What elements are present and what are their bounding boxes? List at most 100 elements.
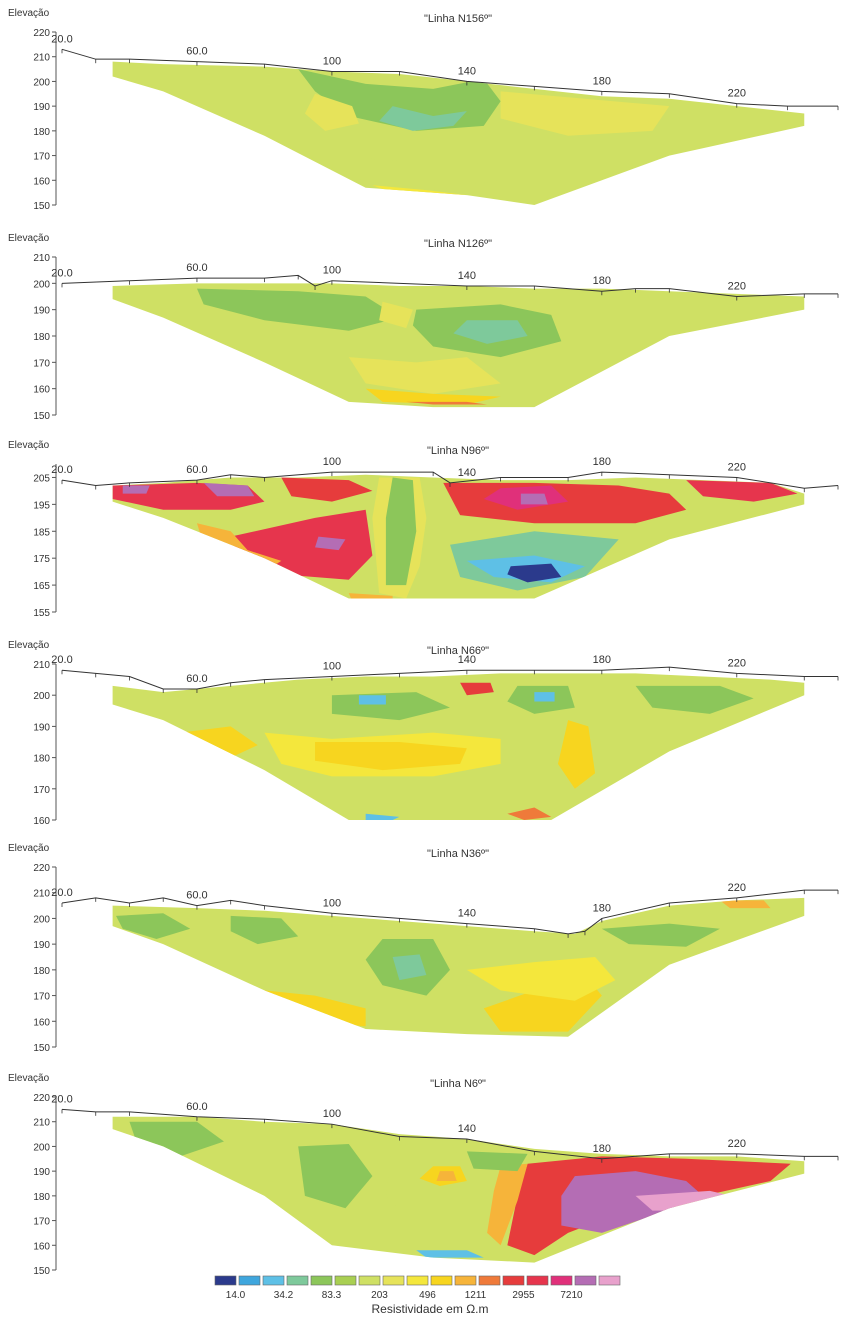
legend-swatch — [358, 1275, 381, 1286]
panel-2: Elevação "Linha N126º" 210 200 190 180 170 160 1… — [8, 233, 839, 422]
x-tick-label: 180 — [593, 75, 611, 87]
chart-title: "Linha N36º" — [427, 848, 489, 860]
topography-line — [61, 666, 838, 690]
topography-line — [61, 48, 838, 107]
legend: 14.0 34.2 83.3 203 496 1211 2955 7210 Resistivid… — [214, 1275, 621, 1316]
legend-swatch — [478, 1275, 501, 1286]
chart-title: "Linha N126º" — [424, 238, 492, 250]
y-tick-label: 210 — [33, 1118, 50, 1129]
x-tick-label: 100 — [323, 897, 341, 909]
y-tick-label: 190 — [33, 1167, 50, 1178]
resistivity-zones — [112, 477, 798, 599]
legend-swatch — [598, 1275, 621, 1286]
y-tick-label: 200 — [33, 1142, 50, 1153]
y-tick-label: 210 — [33, 253, 50, 264]
y-tick-label: 150 — [33, 1266, 50, 1277]
panel-1: Elevação "Linha N156º" 220 210 200 190 180 170 1… — [8, 8, 839, 212]
y-tick-label: 170 — [33, 785, 50, 796]
legend-label: 14.0 — [226, 1290, 246, 1301]
y-tick-label: 220 — [33, 28, 50, 39]
x-tick-label: 20.0 — [51, 654, 72, 666]
legend-swatch — [430, 1275, 453, 1286]
resistivity-zone — [203, 482, 255, 497]
y-tick-label: 180 — [33, 966, 50, 977]
y-tick-label: 180 — [33, 1192, 50, 1203]
x-tick-label: 220 — [728, 1138, 746, 1150]
resistivity-zone — [129, 1121, 224, 1157]
legend-label: 83.3 — [322, 1290, 342, 1301]
legend-swatch — [406, 1275, 429, 1286]
y-tick-label: 210 — [33, 53, 50, 64]
x-tick-label: 140 — [458, 270, 476, 282]
x-tick-label: 220 — [728, 88, 746, 100]
x-tick-label: 140 — [458, 1123, 476, 1135]
x-tick-label: 100 — [323, 456, 341, 468]
chart-title: "Linha N156º" — [424, 13, 492, 25]
legend-swatch — [526, 1275, 549, 1286]
y-tick-label: 150 — [33, 411, 50, 422]
resistivity-zone — [686, 480, 798, 502]
panel-4: Elevação "Linha N66º" 210 200 190 180 170 160 20… — [8, 640, 839, 827]
x-tick-label: 60.0 — [186, 890, 207, 902]
resistivity-zone — [385, 1139, 467, 1226]
resistivity-zone — [315, 536, 346, 551]
x-tick-label: 100 — [323, 56, 341, 68]
x-tick-label: 60.0 — [186, 262, 207, 274]
y-tick-label: 190 — [33, 722, 50, 733]
y-tick-label: 160 — [33, 1017, 50, 1028]
y-tick-label: 210 — [33, 660, 50, 671]
x-tick-label: 20.0 — [51, 267, 72, 279]
y-tick-label: 210 — [33, 889, 50, 900]
topography-line — [61, 889, 838, 935]
resistivity-zone — [460, 682, 494, 696]
resistivity-zone — [392, 954, 427, 981]
resistivity-zone — [358, 695, 386, 705]
y-tick-label: 180 — [33, 127, 50, 138]
x-tick-label: 100 — [323, 1108, 341, 1120]
panel-5: Elevação "Linha N36º" 220 210 200 190 180 170 16… — [8, 843, 839, 1054]
panel-3: Elevação "Linha N96º" 205 195 185 175 165 155 20… — [8, 440, 839, 619]
legend-label: 1211 — [465, 1290, 487, 1301]
chart-title: "Linha N6º" — [430, 1078, 486, 1090]
y-axis-label: Elevação — [8, 640, 50, 651]
resistivity-zone — [365, 388, 501, 405]
resistivity-zone — [315, 742, 467, 771]
resistivity-zone — [561, 1171, 704, 1233]
y-tick-label: 150 — [33, 201, 50, 212]
y-tick-label: 200 — [33, 77, 50, 88]
legend-swatch — [286, 1275, 309, 1286]
y-axis-label: Elevação — [8, 8, 50, 19]
legend-swatch — [454, 1275, 477, 1286]
y-tick-label: 170 — [33, 358, 50, 369]
resistivity-zone — [348, 357, 501, 394]
x-tick-label: 180 — [593, 902, 611, 914]
legend-label: 496 — [419, 1290, 436, 1301]
resistivity-zone — [122, 485, 150, 494]
x-tick-label: 60.0 — [186, 673, 207, 685]
x-tick-label: 180 — [593, 654, 611, 666]
resistivity-zone — [601, 923, 720, 947]
resistivity-zone — [379, 301, 413, 329]
x-tick-label: 100 — [323, 265, 341, 277]
y-tick-label: 150 — [33, 1043, 50, 1054]
legend-swatch — [574, 1275, 597, 1286]
topography-line — [61, 471, 839, 489]
x-tick-label: 140 — [458, 908, 476, 920]
resistivity-zone — [520, 493, 548, 505]
y-axis-label: Elevação — [8, 440, 50, 451]
resistivity-zone — [500, 91, 670, 136]
y-axis-label: Elevação — [8, 233, 50, 244]
x-tick-label: 220 — [728, 281, 746, 293]
topography-line — [61, 1108, 838, 1160]
resistivity-zone — [230, 915, 299, 945]
y-tick-label: 220 — [33, 1093, 50, 1104]
section-base — [112, 61, 805, 206]
x-tick-label: 100 — [323, 660, 341, 672]
y-tick-label: 160 — [33, 1241, 50, 1252]
y-tick-label: 190 — [33, 306, 50, 317]
resistivity-zone — [348, 593, 393, 599]
x-tick-label: 140 — [458, 467, 476, 479]
y-tick-label: 165 — [33, 581, 50, 592]
legend-swatch — [262, 1275, 285, 1286]
